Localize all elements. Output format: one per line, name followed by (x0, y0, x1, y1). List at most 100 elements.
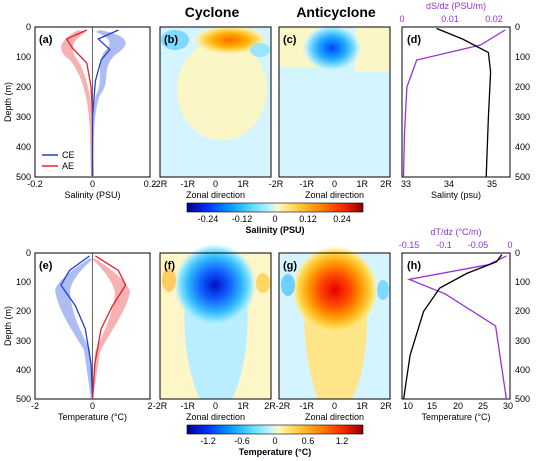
salinity-colorbar: -0.24 -0.12 0 0.12 0.24 Salinity (PSU) (186, 202, 364, 235)
ytick: 300 (515, 112, 530, 122)
panel-f-core (173, 243, 257, 327)
panel-g: (g) 2R -2R -1R 0 1R 2R Zonal direction (264, 245, 392, 422)
panel-c-frame (278, 26, 391, 178)
ytick: 400 (16, 365, 31, 375)
panel-h: (h) dT/dz (°C/m) -0.15 -0.1 -0.05 0 0 10… (399, 227, 530, 422)
panel-c-xlabel: Zonal direction (305, 190, 364, 200)
xtick: 2R (380, 179, 392, 189)
panel-f-letter: (f) (164, 260, 175, 272)
xtick: 0 (213, 179, 218, 189)
xtick: 10 (403, 401, 413, 411)
ytick: 200 (16, 82, 31, 92)
salinity-colorbar-label: Salinity (PSU) (245, 225, 304, 235)
toptick: -0.1 (436, 240, 452, 250)
legend-ae-label: AE (62, 161, 74, 171)
panel-a-yticks: 0 100 200 300 400 500 (16, 22, 31, 182)
legend-box (38, 148, 88, 174)
panel-a-letter: (a) (39, 34, 53, 46)
xtick: -1R (181, 179, 196, 189)
ytick: 400 (515, 365, 530, 375)
xtick: -0.2 (27, 179, 43, 189)
xtick: 0 (332, 179, 337, 189)
temperature-colorbar-bar (186, 424, 364, 435)
panel-d-frame (401, 26, 511, 178)
panel-h-temperature-line (402, 254, 503, 400)
panel-b-core (192, 25, 268, 55)
panel-g-letter: (g) (283, 260, 297, 272)
panel-e-ylabel: Depth (m) (3, 306, 13, 346)
ytick: 200 (16, 306, 31, 316)
panel-g-frame (278, 252, 391, 400)
panel-d-salinity-line (436, 27, 492, 178)
panel-b: (b) -2R -1R 0 1R Zonal direction (153, 25, 272, 200)
cbar-tick: -0.12 (232, 214, 253, 224)
ytick: 100 (515, 52, 530, 62)
panel-f: (f) -1R 0 1R Zonal direction (159, 243, 272, 422)
panel-f-frame (159, 252, 272, 400)
ytick: 500 (16, 394, 31, 404)
cbar-tick: -1.2 (200, 436, 216, 446)
panel-e-ae-line (91, 255, 127, 400)
panel-d-xlabel: Salinty (psu) (431, 190, 481, 200)
ytick: 0 (515, 22, 520, 32)
xtick: 30 (503, 401, 513, 411)
xtick: -2 (31, 401, 39, 411)
cbar-tick: 0.24 (333, 214, 351, 224)
xtick: 2 (147, 401, 152, 411)
xtick: 0 (213, 401, 218, 411)
panel-a-ce-band (91, 30, 126, 177)
panel-d-yticks: 0 100 200 300 400 500 (515, 22, 530, 182)
panel-b-letter: (b) (164, 34, 178, 46)
panel-e-letter: (e) (39, 260, 53, 272)
panel-g-xlabel: Zonal direction (305, 412, 364, 422)
ytick: 200 (515, 82, 530, 92)
ytick: 100 (16, 52, 31, 62)
xtick: 33 (401, 179, 411, 189)
panel-h-letter: (h) (407, 260, 421, 272)
toptick: 0 (399, 14, 404, 24)
xtick: -1R (300, 401, 315, 411)
ytick: 500 (16, 172, 31, 182)
xtick: 0 (332, 401, 337, 411)
ytick: 100 (515, 277, 530, 287)
salinity-colorbar-bar (186, 202, 364, 213)
ytick: 0 (26, 248, 31, 258)
toptick: -0.15 (399, 240, 420, 250)
panel-e: (e) 0 100 200 300 400 500 Depth (m) -2 0… (3, 248, 153, 422)
xtick: 2R (380, 401, 392, 411)
panel-e-ce-band (55, 258, 92, 399)
panel-f-warm-patch (256, 273, 270, 293)
cbar-tick: -0.24 (198, 214, 219, 224)
xtick: 1R (238, 179, 250, 189)
panel-a-ae-band (61, 30, 94, 177)
toptick: 0 (507, 240, 512, 250)
cbar-tick: 0.12 (299, 214, 317, 224)
panel-e-xlabel: Temperature (°C) (58, 412, 127, 422)
ytick: 0 (26, 22, 31, 32)
panel-h-xlabel: Temperature (°C) (421, 412, 490, 422)
panel-d-toplabel: dS/dz (PSU/m) (426, 1, 486, 11)
ytick: 300 (16, 112, 31, 122)
panel-b-cool-patch (161, 30, 189, 50)
legend-ce-label: CE (62, 150, 75, 160)
xtick: 20 (453, 401, 463, 411)
cbar-tick: -0.6 (234, 436, 250, 446)
toptick: 0.01 (441, 14, 459, 24)
ytick: 0 (515, 248, 520, 258)
ytick: 400 (16, 142, 31, 152)
panel-e-yticks: 0 100 200 300 400 500 (16, 248, 31, 404)
panel-b-halo (177, 40, 267, 140)
panel-b-cool-patch (250, 43, 270, 57)
panel-c-letter: (c) (283, 34, 297, 46)
xtick: -2R (153, 401, 168, 411)
panel-h-yticks: 0 100 200 300 400 500 (515, 248, 530, 404)
xtick: 1R (238, 401, 250, 411)
panel-b-xlabel: Zonal direction (186, 190, 245, 200)
ytick: 400 (515, 142, 530, 152)
ytick: 500 (515, 172, 530, 182)
xtick: 1R (357, 401, 369, 411)
xtick: 0 (90, 179, 95, 189)
panel-c-core (302, 24, 362, 72)
toptick: -0.05 (468, 240, 489, 250)
